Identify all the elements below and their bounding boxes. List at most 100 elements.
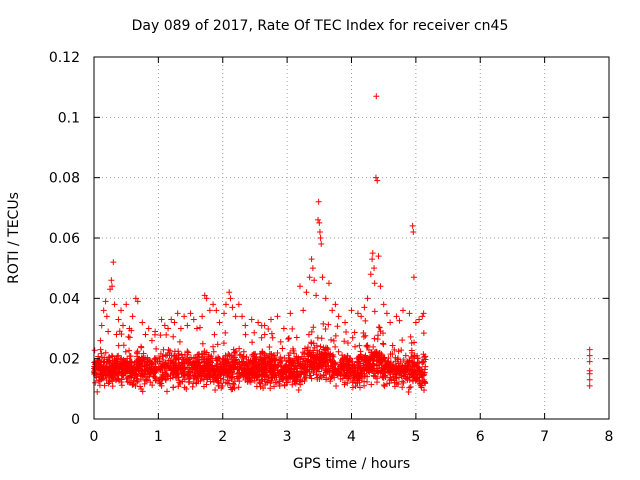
data-point [406, 384, 413, 391]
data-point [196, 351, 203, 358]
data-point [356, 354, 363, 361]
data-point [126, 379, 133, 386]
data-point [323, 376, 330, 383]
axis-ticks: 0 1 2 3 4 5 6 7 8 0 0.02 0.04 0.06 0.08 0.1 0.12 [49, 50, 614, 445]
data-point [134, 377, 141, 384]
data-point [236, 345, 243, 352]
data-point [257, 380, 264, 387]
data-point [342, 319, 349, 326]
data-point [229, 304, 236, 311]
data-point [306, 350, 313, 357]
data-point [131, 360, 138, 367]
data-point [271, 364, 278, 371]
data-point [97, 365, 104, 372]
data-point [297, 283, 303, 290]
data-point [275, 362, 282, 369]
data-point [376, 324, 383, 331]
data-point [364, 295, 371, 302]
data-point [267, 380, 274, 387]
data-point [371, 335, 378, 342]
data-point [168, 316, 175, 323]
data-point [273, 379, 280, 386]
data-point [363, 357, 370, 364]
data-point [251, 377, 258, 384]
data-point [356, 377, 363, 384]
data-point [335, 313, 342, 320]
data-point [138, 367, 145, 374]
data-point [392, 354, 399, 361]
data-point [402, 362, 409, 369]
data-point [408, 347, 415, 354]
data-point [148, 359, 155, 366]
data-point [155, 354, 162, 361]
data-point [305, 331, 312, 338]
data-point [287, 310, 294, 317]
data-point [375, 324, 382, 331]
data-point [162, 369, 169, 376]
data-point [310, 358, 317, 365]
data-point [105, 380, 112, 387]
data-point [236, 359, 243, 366]
data-point [172, 365, 179, 372]
data-point [172, 356, 179, 363]
data-point [178, 371, 185, 378]
data-point [395, 360, 402, 367]
data-point [95, 378, 102, 385]
data-point [332, 332, 339, 339]
data-point [420, 310, 427, 317]
data-point [365, 346, 372, 353]
data-point [98, 350, 105, 357]
data-point [389, 342, 396, 349]
data-point [248, 374, 255, 381]
data-point [316, 228, 323, 235]
data-point [354, 310, 361, 317]
data-point [352, 343, 359, 350]
data-point [348, 307, 355, 314]
data-point [153, 345, 160, 352]
data-point [360, 333, 367, 340]
data-point [163, 331, 170, 338]
data-point [296, 378, 303, 385]
data-point [310, 324, 317, 331]
data-point [197, 362, 204, 369]
data-point [399, 363, 406, 370]
data-point [300, 307, 307, 314]
data-point [149, 360, 156, 367]
data-point [408, 353, 415, 360]
y-axis-label: ROTI / TECUs [6, 192, 22, 284]
data-point [362, 364, 369, 371]
data-point [422, 356, 429, 363]
data-point [363, 366, 370, 373]
data-point [310, 366, 317, 373]
data-point [422, 363, 429, 370]
data-point [241, 365, 248, 372]
data-point [393, 367, 400, 374]
data-point [274, 349, 281, 356]
data-point [235, 301, 242, 308]
data-point [282, 357, 289, 364]
data-point [178, 359, 185, 366]
data-point [391, 346, 398, 353]
data-point [254, 366, 261, 373]
data-point [375, 369, 382, 376]
data-point [158, 316, 165, 323]
data-point [290, 362, 297, 369]
data-point [370, 373, 377, 380]
data-point [236, 366, 243, 373]
data-point [363, 342, 370, 349]
data-point [399, 337, 406, 344]
data-point [420, 330, 427, 337]
data-point [214, 341, 221, 348]
data-point [422, 380, 429, 387]
data-point [107, 359, 114, 366]
data-point [316, 219, 323, 226]
data-point [211, 369, 218, 376]
data-point [418, 384, 425, 391]
data-point [201, 351, 208, 358]
data-point [361, 378, 368, 385]
data-point [232, 361, 239, 368]
data-point [158, 382, 165, 389]
data-point [203, 381, 210, 388]
data-point [293, 365, 300, 372]
data-point [255, 319, 262, 326]
